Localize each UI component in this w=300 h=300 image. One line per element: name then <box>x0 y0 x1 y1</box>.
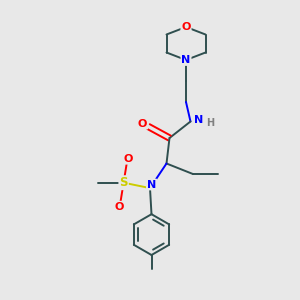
Text: S: S <box>119 176 128 189</box>
Text: O: O <box>138 118 147 129</box>
Text: N: N <box>194 115 203 125</box>
Text: N: N <box>147 179 156 190</box>
Text: O: O <box>181 22 191 32</box>
Text: O: O <box>114 202 124 212</box>
Text: O: O <box>123 154 133 164</box>
Text: H: H <box>206 118 214 128</box>
Text: N: N <box>182 55 190 65</box>
